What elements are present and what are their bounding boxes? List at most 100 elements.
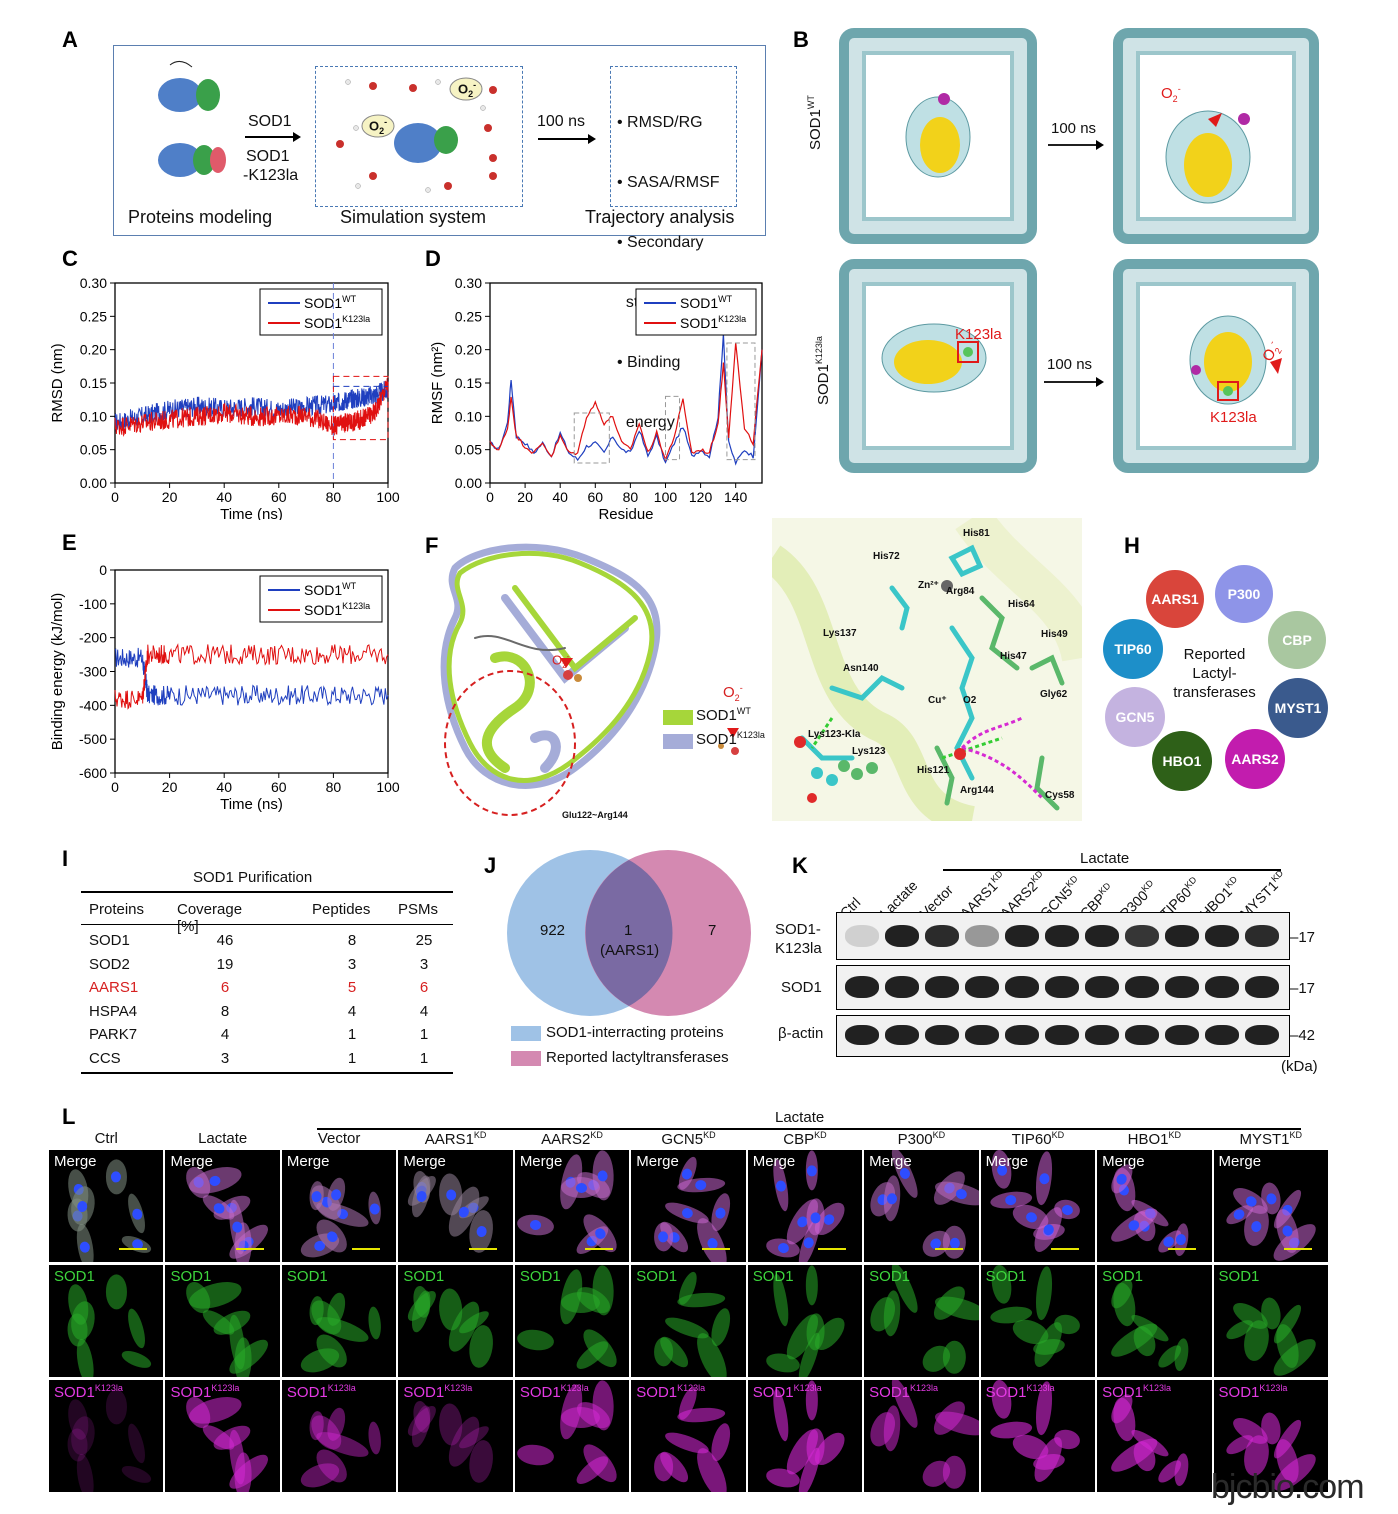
legend-box — [259, 288, 383, 336]
merge-label: Merge — [752, 1153, 796, 1170]
x-tick-label: 0 — [111, 489, 119, 505]
table-cell-protein: AARS1 — [89, 979, 139, 996]
column-label: HBO1KD — [1127, 1130, 1181, 1148]
row2-label: SOD1K123la — [814, 336, 832, 405]
cell — [119, 1232, 154, 1256]
sod1-k123la-label: SOD1K123la — [985, 1383, 1055, 1401]
table-header: Proteins — [89, 901, 145, 918]
table-cell-protein: SOD1 — [89, 932, 130, 949]
cell — [932, 1292, 979, 1326]
sod1-k123la-label: SOD1K123la — [869, 1383, 939, 1401]
blot-band — [1165, 1025, 1199, 1045]
cell — [124, 1422, 149, 1466]
sod1-k123la-image: SOD1K123la — [980, 1380, 1096, 1492]
panel-label-i: I — [62, 846, 69, 871]
sod1-label: SOD1 — [286, 1268, 328, 1285]
rmsf-chart: 0 20 40 60 80 100 120 140 0.00 0.05 0.10 0.15 0.20 0.… — [429, 275, 763, 520]
l-group-label: Lactate — [775, 1109, 825, 1126]
nucleus — [777, 1242, 790, 1255]
series-line — [489, 342, 763, 462]
merge-image: Merge — [631, 1150, 746, 1262]
y-tick-label: 0 — [99, 562, 107, 578]
sod1-k123la-image: SOD1K123la — [631, 1380, 746, 1492]
x-axis-label: Time (ns) — [220, 506, 283, 520]
x-tick-label: 0 — [486, 489, 494, 505]
table-cell-value: 1 — [419, 1026, 429, 1043]
blot-band — [1245, 1025, 1279, 1045]
merge-label: Merge — [1218, 1153, 1262, 1170]
residue-label: His121 — [917, 765, 950, 776]
legend-box — [635, 288, 757, 336]
cell — [805, 1265, 818, 1305]
sod1-label: SOD1 — [1218, 1268, 1260, 1285]
table-cell-value: 8 — [220, 1002, 230, 1020]
annotation-box — [332, 375, 389, 441]
cell — [119, 1347, 154, 1371]
f-o2-label-1: O2- — [552, 652, 570, 670]
sod1-k123la-label: SOD1K123la — [1102, 1383, 1171, 1401]
annotation-box — [664, 395, 681, 461]
nucleus — [1251, 1220, 1263, 1233]
x-tick-label: 80 — [326, 779, 342, 795]
cell — [1172, 1452, 1191, 1487]
blot-band — [925, 1025, 959, 1045]
series-line — [489, 333, 763, 466]
blot-band — [885, 1025, 919, 1045]
mw-marker-1: –17 — [1290, 929, 1316, 946]
sod1-label: SOD1 — [636, 1268, 678, 1285]
nucleus — [79, 1240, 92, 1254]
protein-k123la-icon — [158, 143, 226, 177]
y-tick-label: -600 — [79, 765, 107, 781]
panel-label-h: H — [1124, 533, 1140, 558]
column-label: CBPKD — [783, 1130, 827, 1148]
cell — [437, 1288, 464, 1332]
column-label: Lactate — [198, 1130, 248, 1147]
cell — [516, 1327, 556, 1353]
table-header: Coverage [%] — [177, 901, 243, 935]
blot-band — [1245, 925, 1279, 947]
column-label: GCN5KD — [661, 1130, 716, 1148]
residue-label: Lys123-Kla — [808, 729, 861, 740]
nucleus — [445, 1189, 456, 1202]
nucleus — [329, 1188, 343, 1202]
blot-band — [885, 925, 919, 947]
y-tick-label: -400 — [79, 697, 107, 713]
sod1-image: SOD1 — [747, 1265, 863, 1377]
sod1-image: SOD1 — [1213, 1265, 1328, 1377]
y-tick-label: -100 — [79, 596, 107, 612]
table-cell-value: 4 — [220, 1026, 230, 1043]
cell — [1033, 1265, 1055, 1322]
x-tick-label: 40 — [216, 779, 232, 795]
x-tick-label: 80 — [326, 489, 342, 505]
sod1-label: SOD1 — [170, 1268, 212, 1285]
rmsd-chart: 0 20 40 60 80 100 0.00 0.05 0.10 0.15 0.20 0.25 0.30… — [49, 275, 400, 520]
table-cell-protein: CCS — [89, 1049, 121, 1067]
merge-image: Merge — [281, 1150, 397, 1262]
nucleus — [475, 1225, 488, 1239]
residue-label: His49 — [1041, 629, 1068, 640]
merge-label: Merge — [869, 1153, 912, 1170]
panel-label-a: A — [62, 27, 78, 52]
y-tick-label: 0.25 — [455, 308, 482, 324]
md-box-k-start — [839, 259, 1037, 473]
nucleus — [111, 1171, 122, 1183]
sod1-label: SOD1 — [403, 1268, 445, 1285]
analysis-item: • Binding — [617, 354, 681, 371]
x-tick-label: 60 — [271, 489, 287, 505]
analysis-box — [610, 66, 737, 207]
residue-label: Arg84 — [946, 586, 975, 597]
blot-band — [1125, 1025, 1159, 1045]
sod1-k123la-label: SOD1K123la — [403, 1383, 473, 1401]
enzyme-circle-aars2: AARS2 — [1225, 729, 1285, 789]
panel-a-left-caption: Proteins modeling — [128, 207, 273, 227]
cell — [516, 1212, 556, 1238]
scale-bar — [352, 1248, 381, 1250]
nucleus — [324, 1229, 340, 1245]
y-tick-label: 0.00 — [80, 475, 107, 491]
y-axis-label: RMSD (nm) — [49, 343, 66, 422]
b-arrow-2 — [1044, 377, 1104, 387]
legend-swatch-wt — [663, 710, 693, 725]
arrow1-bottom-label-1: SOD1 — [246, 148, 290, 165]
blot-band — [1045, 1025, 1079, 1045]
sod1-k123la-label: SOD1K123la — [752, 1383, 822, 1401]
